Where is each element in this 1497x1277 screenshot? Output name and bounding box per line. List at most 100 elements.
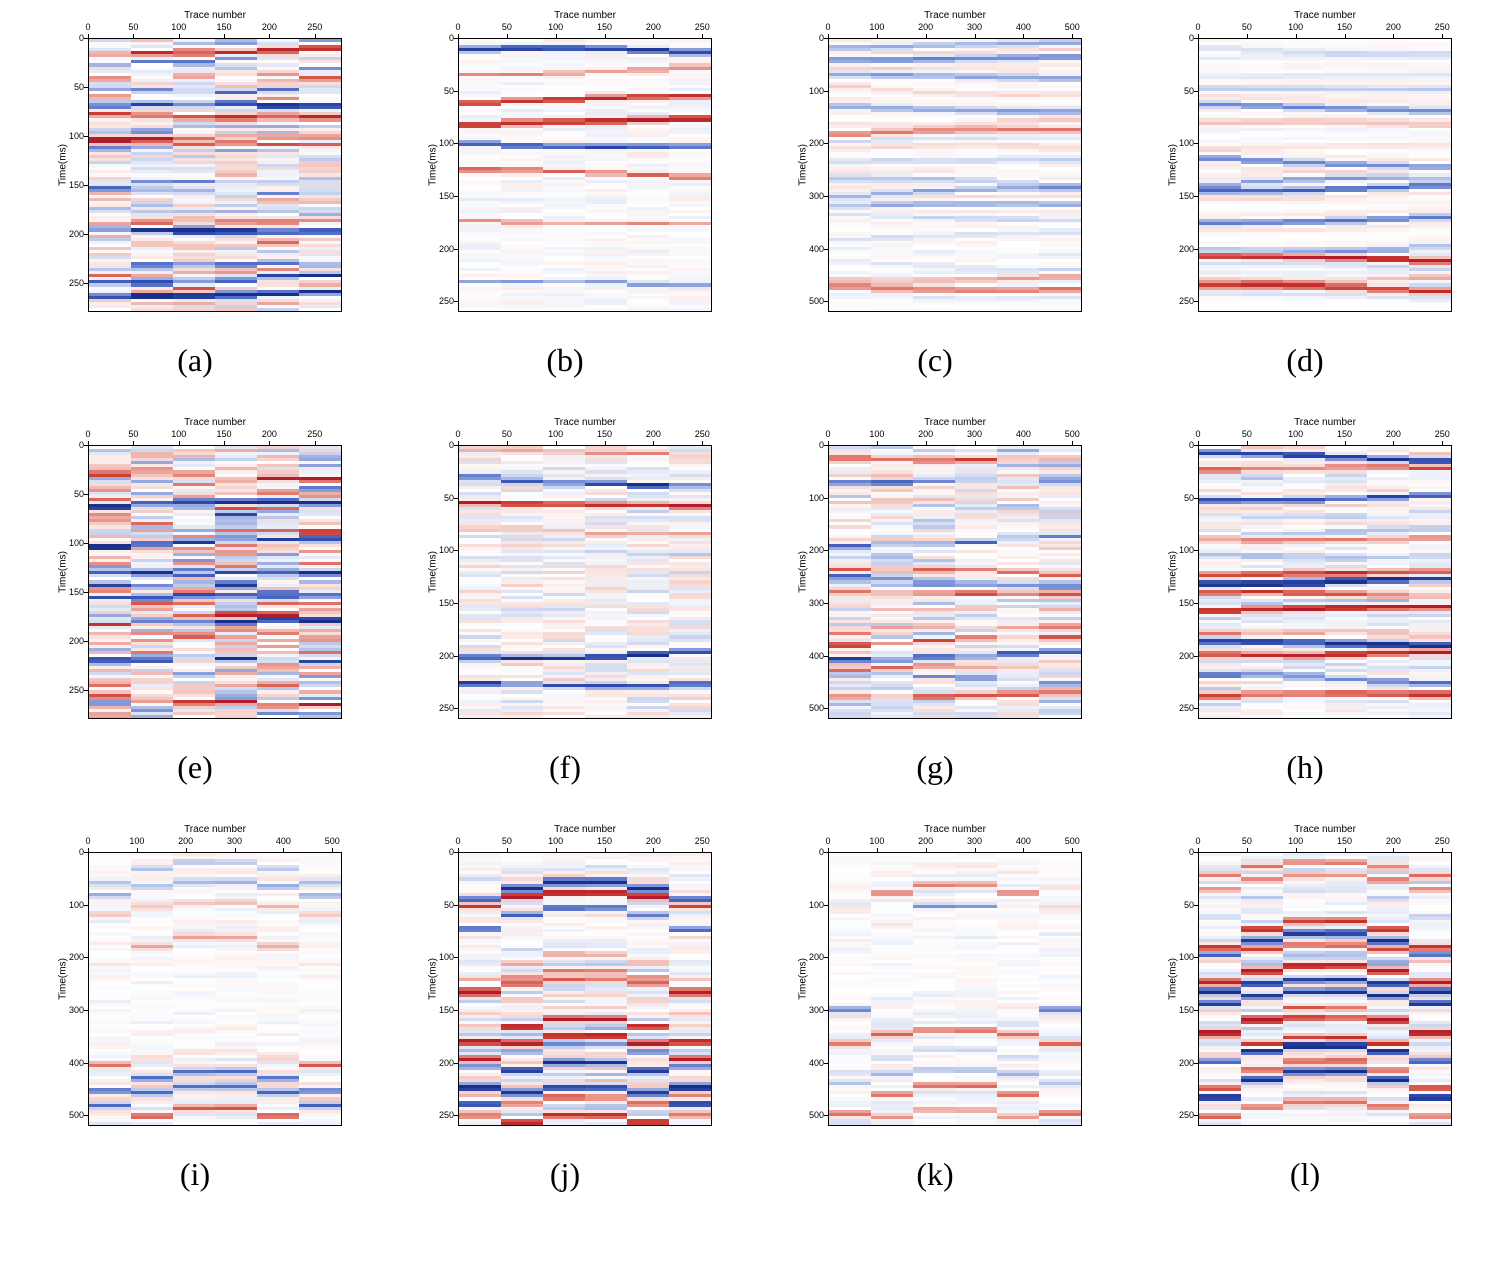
y-tick-label: 0 xyxy=(798,33,824,43)
x-tick-label: 200 xyxy=(646,836,661,846)
x-tick-label: 200 xyxy=(1386,429,1401,439)
y-tick-label: 50 xyxy=(58,82,84,92)
x-tick-label: 300 xyxy=(227,836,242,846)
x-tick-label: 100 xyxy=(548,22,563,32)
x-tick-label: 100 xyxy=(869,836,884,846)
x-tick-label: 50 xyxy=(128,429,138,439)
x-axis-label: Trace number xyxy=(828,417,1082,428)
x-tick-label: 250 xyxy=(695,22,710,32)
y-tick-label: 250 xyxy=(1168,296,1194,306)
y-tick-label: 500 xyxy=(798,1110,824,1120)
panel-caption-a: (a) xyxy=(177,342,213,379)
y-tick-label: 500 xyxy=(798,703,824,713)
x-tick-label: 150 xyxy=(217,429,232,439)
x-axis-label: Trace number xyxy=(88,10,342,21)
plot-area xyxy=(88,38,342,312)
y-tick-label: 100 xyxy=(1168,952,1194,962)
y-axis-label: Time(ms) xyxy=(797,144,808,186)
x-tick-label: 100 xyxy=(171,22,186,32)
y-tick-label: 0 xyxy=(58,33,84,43)
panel-c: Trace numberTime(ms)01002003004005000100… xyxy=(780,10,1090,407)
x-tick-label: 200 xyxy=(918,836,933,846)
x-tick-label: 250 xyxy=(695,429,710,439)
x-axis-label: Trace number xyxy=(1198,824,1452,835)
panel-j: Trace numberTime(ms)05010015020025005010… xyxy=(410,824,720,1221)
x-tick-label: 500 xyxy=(1065,429,1080,439)
y-tick-label: 200 xyxy=(1168,651,1194,661)
x-tick-label: 50 xyxy=(128,22,138,32)
y-axis-label: Time(ms) xyxy=(57,958,68,1000)
y-tick-label: 150 xyxy=(58,587,84,597)
x-axis-label: Trace number xyxy=(458,824,712,835)
plot-area xyxy=(828,38,1082,312)
x-tick-label: 250 xyxy=(307,22,322,32)
y-axis-label: Time(ms) xyxy=(427,144,438,186)
y-tick-label: 200 xyxy=(428,244,454,254)
x-tick-label: 50 xyxy=(1242,22,1252,32)
panel-caption-e: (e) xyxy=(177,749,213,786)
x-axis-label: Trace number xyxy=(88,824,342,835)
x-axis-label: Trace number xyxy=(88,417,342,428)
x-tick-label: 200 xyxy=(262,429,277,439)
x-tick-label: 50 xyxy=(502,836,512,846)
y-tick-label: 50 xyxy=(1168,493,1194,503)
y-tick-label: 150 xyxy=(1168,598,1194,608)
plot-g: Trace numberTime(ms)01002003004005000100… xyxy=(780,417,1090,727)
y-tick-label: 100 xyxy=(58,900,84,910)
x-tick-label: 150 xyxy=(1337,429,1352,439)
x-tick-label: 50 xyxy=(1242,836,1252,846)
panel-h: Trace numberTime(ms)05010015020025005010… xyxy=(1150,417,1460,814)
panel-caption-d: (d) xyxy=(1286,342,1323,379)
y-tick-label: 0 xyxy=(1168,847,1194,857)
y-axis-label: Time(ms) xyxy=(427,551,438,593)
x-tick-label: 200 xyxy=(918,429,933,439)
panel-a: Trace numberTime(ms)05010015020025005010… xyxy=(40,10,350,407)
x-tick-label: 200 xyxy=(1386,22,1401,32)
x-tick-label: 100 xyxy=(129,836,144,846)
y-tick-label: 200 xyxy=(798,545,824,555)
plot-area xyxy=(1198,38,1452,312)
x-tick-label: 200 xyxy=(646,429,661,439)
x-tick-label: 200 xyxy=(1386,836,1401,846)
x-tick-label: 0 xyxy=(455,22,460,32)
x-tick-label: 0 xyxy=(1195,836,1200,846)
y-tick-label: 50 xyxy=(1168,900,1194,910)
y-tick-label: 400 xyxy=(798,651,824,661)
y-tick-label: 300 xyxy=(798,191,824,201)
x-tick-label: 100 xyxy=(869,22,884,32)
x-tick-label: 200 xyxy=(918,22,933,32)
plot-area xyxy=(88,445,342,719)
x-tick-label: 300 xyxy=(967,22,982,32)
plot-area xyxy=(458,445,712,719)
y-tick-label: 150 xyxy=(428,598,454,608)
y-tick-label: 250 xyxy=(428,296,454,306)
y-tick-label: 150 xyxy=(58,180,84,190)
y-tick-label: 0 xyxy=(428,33,454,43)
plot-j: Trace numberTime(ms)05010015020025005010… xyxy=(410,824,720,1134)
x-tick-label: 100 xyxy=(1288,836,1303,846)
x-tick-label: 150 xyxy=(1337,22,1352,32)
panel-i: Trace numberTime(ms)01002003004005000100… xyxy=(40,824,350,1221)
x-tick-label: 150 xyxy=(597,429,612,439)
x-tick-label: 0 xyxy=(825,429,830,439)
plot-area xyxy=(828,445,1082,719)
y-tick-label: 500 xyxy=(798,296,824,306)
x-tick-label: 50 xyxy=(1242,429,1252,439)
panel-caption-c: (c) xyxy=(917,342,953,379)
plot-area xyxy=(1198,852,1452,1126)
x-axis-label: Trace number xyxy=(828,10,1082,21)
x-tick-label: 100 xyxy=(869,429,884,439)
y-tick-label: 400 xyxy=(798,1058,824,1068)
plot-e: Trace numberTime(ms)05010015020025005010… xyxy=(40,417,350,727)
y-tick-label: 100 xyxy=(58,131,84,141)
y-tick-label: 100 xyxy=(428,952,454,962)
y-tick-label: 100 xyxy=(428,138,454,148)
y-tick-label: 500 xyxy=(58,1110,84,1120)
x-tick-label: 0 xyxy=(1195,429,1200,439)
y-axis-label: Time(ms) xyxy=(797,551,808,593)
y-axis-label: Time(ms) xyxy=(797,958,808,1000)
x-tick-label: 500 xyxy=(1065,22,1080,32)
figure-grid: Trace number Time(ms) 0 50 100 150 200 250 0 50 10… xyxy=(40,10,1457,1221)
x-tick-label: 300 xyxy=(967,836,982,846)
x-tick-label: 150 xyxy=(217,22,232,32)
